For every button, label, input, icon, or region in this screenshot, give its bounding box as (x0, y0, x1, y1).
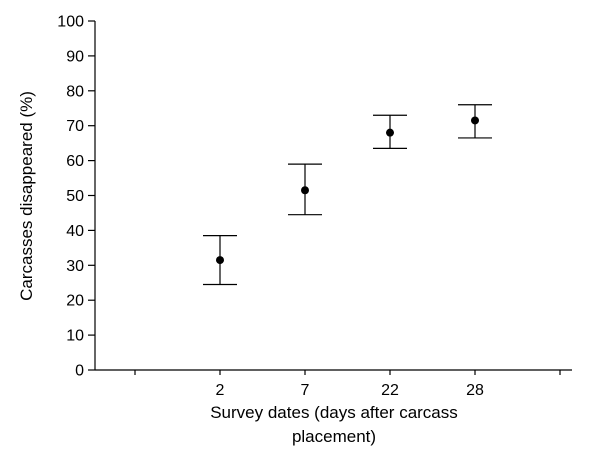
y-tick-label: 40 (66, 223, 84, 240)
axes (94, 21, 572, 371)
y-tick-label: 30 (66, 258, 84, 275)
y-tick-label: 100 (57, 14, 84, 31)
x-axis-title-line-2: placement) (292, 427, 376, 446)
y-tick-label: 90 (66, 48, 84, 65)
x-tick-label: 28 (466, 382, 484, 399)
x-ticks: 2 7 22 28 (134, 370, 561, 399)
y-tick-label: 10 (66, 328, 84, 345)
y-tick-label: 50 (66, 188, 84, 205)
data-point (471, 116, 479, 125)
y-tick-label: 70 (66, 118, 84, 135)
data-point (301, 186, 309, 195)
y-tick-label: 60 (66, 153, 84, 170)
data-point (386, 128, 394, 137)
y-tick-label: 20 (66, 293, 84, 310)
data-marks (203, 104, 492, 286)
x-tick-label: 2 (216, 382, 225, 399)
y-axis-title: Carcasses disappeared (%) (17, 91, 36, 301)
y-tick-label: 0 (75, 363, 84, 380)
y-tick-label: 80 (66, 83, 84, 100)
x-axis-title-line-1: Survey dates (days after carcass (210, 403, 458, 422)
x-tick-label: 22 (381, 382, 399, 399)
data-point (216, 256, 224, 265)
x-tick-label: 7 (301, 382, 310, 399)
y-ticks: 0 10 20 30 40 50 60 70 80 90 100 (57, 14, 95, 380)
